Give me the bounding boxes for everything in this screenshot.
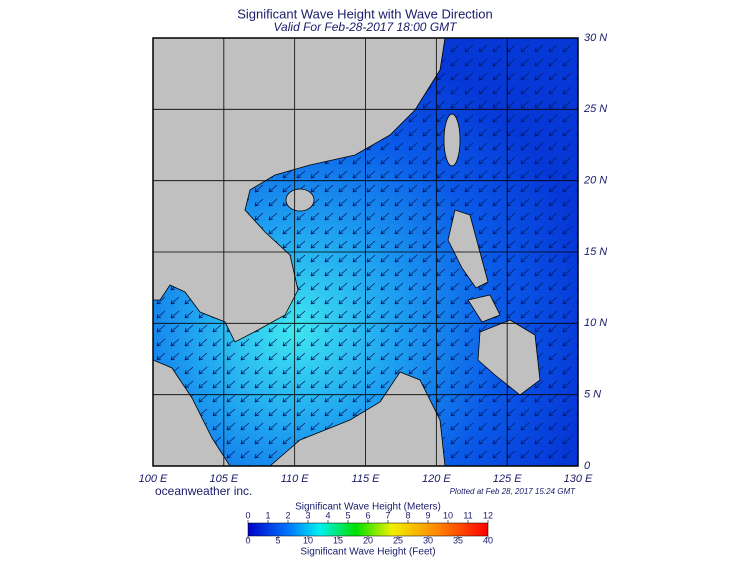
lon-label: 100 E [139, 473, 168, 485]
lon-label: 125 E [493, 473, 522, 485]
lat-label: 0 [584, 460, 591, 472]
lat-label: 30 N [584, 32, 607, 44]
land [153, 38, 541, 466]
feet-tick-label: 10 [303, 535, 313, 545]
lon-label: 130 E [564, 473, 593, 485]
meters-tick-label: 5 [345, 510, 350, 520]
feet-tick-label: 35 [453, 535, 463, 545]
plotted-time: Plotted at Feb 28, 2017 15:24 GMT [450, 487, 577, 496]
colorbar-top-label: Significant Wave Height (Meters) [295, 502, 441, 513]
meters-tick-label: 2 [285, 510, 290, 520]
feet-tick-label: 25 [393, 535, 403, 545]
lon-label: 120 E [422, 473, 451, 485]
colorbar [247, 522, 489, 537]
meters-tick-label: 0 [245, 510, 250, 520]
lat-label: 20 N [583, 175, 607, 187]
map [153, 38, 578, 466]
lat-label: 25 N [583, 103, 607, 115]
lon-label: 115 E [352, 473, 381, 485]
credit: oceanweather inc. [155, 484, 252, 498]
graticule [153, 38, 578, 466]
feet-tick-label: 30 [423, 535, 433, 545]
meters-tick-label: 6 [365, 510, 370, 520]
feet-tick-label: 15 [333, 535, 343, 545]
meters-tick-label: 1 [265, 510, 270, 520]
meters-tick-label: 10 [443, 510, 453, 520]
meters-tick-label: 3 [305, 510, 310, 520]
feet-tick-label: 20 [363, 535, 373, 545]
lon-label: 105 E [209, 473, 238, 485]
feet-tick-label: 5 [275, 535, 280, 545]
lat-label: 5 N [584, 389, 601, 401]
meters-tick-label: 4 [325, 510, 330, 520]
meters-tick-label: 11 [463, 510, 472, 520]
lat-label: 15 N [584, 246, 607, 258]
feet-tick-label: 40 [483, 535, 493, 545]
feet-tick-label: 0 [245, 535, 250, 545]
colorbar-bottom-label: Significant Wave Height (Feet) [300, 547, 435, 558]
meters-tick-label: 7 [385, 510, 390, 520]
lon-label: 110 E [281, 473, 310, 485]
map-frame [152, 37, 579, 467]
meters-tick-label: 9 [425, 510, 430, 520]
meters-tick-label: 8 [405, 510, 410, 520]
subtitle: Valid For Feb-28-2017 18:00 GMT [274, 20, 459, 34]
lat-label: 10 N [584, 317, 607, 329]
meters-tick-label: 12 [483, 510, 493, 520]
title: Significant Wave Height with Wave Direct… [237, 6, 493, 21]
